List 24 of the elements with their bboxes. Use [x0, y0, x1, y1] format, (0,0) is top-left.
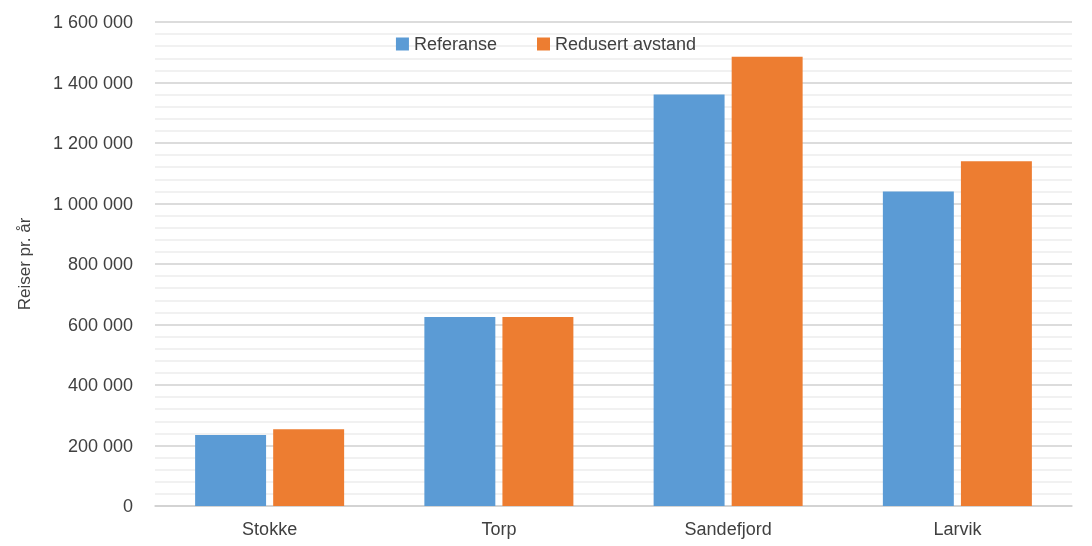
y-tick-label: 1 600 000	[52, 12, 133, 32]
bar	[273, 429, 345, 506]
y-tick-label: 0	[122, 496, 133, 516]
y-tick-label: 1 400 000	[52, 72, 133, 93]
bar	[502, 316, 574, 506]
x-tick-label: Larvik	[933, 519, 983, 539]
y-axis-title: Reiser pr. år	[15, 217, 34, 311]
y-tick-label: 600 000	[67, 314, 133, 335]
bar	[731, 56, 803, 506]
bar	[195, 434, 267, 506]
bar	[960, 161, 1032, 506]
x-tick-label: Torp	[481, 519, 517, 539]
bar	[653, 94, 725, 506]
bar	[424, 316, 496, 506]
bar	[882, 191, 954, 506]
legend-label: Redusert avstand	[554, 34, 697, 54]
x-tick-label: Stokke	[242, 519, 298, 539]
legend-label: Referanse	[413, 34, 497, 54]
y-tick-label: 1 000 000	[52, 193, 133, 214]
x-tick-label: Sandefjord	[684, 519, 772, 539]
y-tick-label: 1 200 000	[52, 133, 133, 153]
y-tick-label: 800 000	[67, 254, 133, 274]
y-tick-label: 400 000	[67, 375, 133, 395]
y-tick-label: 200 000	[67, 435, 133, 456]
